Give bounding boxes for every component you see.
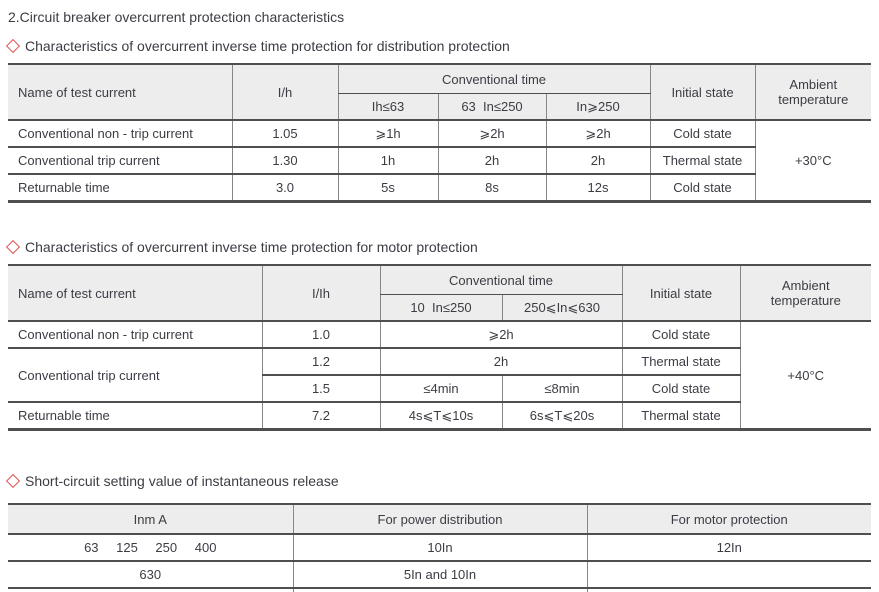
table-row: Conventional non - trip current 1.05 ⩾1h… xyxy=(8,120,872,203)
cell-motor-protection-setting xyxy=(586,588,871,592)
table-row: 800 10In xyxy=(8,588,871,592)
cell-time: 1h xyxy=(337,147,438,175)
col-header-initial-state: Initial state xyxy=(649,64,756,121)
col-header-test-current: Name of test current xyxy=(8,265,262,322)
table-subheader-row: 10 In≤250 250⩽In⩽630 xyxy=(8,294,871,322)
cell-motor-protection-setting xyxy=(586,561,871,589)
section-heading-label: Characteristics of overcurrent inverse t… xyxy=(25,239,478,255)
short-circuit-table: Inm A For power distribution For motor p… xyxy=(8,503,871,592)
cell-initial-state: Cold state xyxy=(649,174,756,203)
table-row: Conventional non - trip current 1.0 ⩾2h … xyxy=(8,321,871,431)
col-header-conventional-time: Conventional time xyxy=(379,265,622,295)
section-heading-distribution: Characteristics of overcurrent inverse t… xyxy=(5,38,871,54)
col-header-inm: Inm A xyxy=(8,504,293,535)
col-header-motor-protection: For motor protection xyxy=(586,504,871,535)
cell-time: 8s xyxy=(437,174,546,203)
cell-test-name: Conventional trip current xyxy=(8,348,262,403)
cell-initial-state: Thermal state xyxy=(649,147,756,175)
cell-ratio: 1.2 xyxy=(261,348,380,376)
cell-inm-values: 800 xyxy=(8,588,293,592)
table-header-row: Name of test current I/h Conventional ti… xyxy=(8,64,872,121)
table-header-row: Inm A For power distribution For motor p… xyxy=(8,504,871,535)
col-header-ratio: I/h xyxy=(231,64,338,121)
cell-time: 2h xyxy=(545,147,651,175)
cell-ambient-temperature: +30°C xyxy=(754,120,872,203)
col-header-conventional-time: Conventional time xyxy=(337,64,651,94)
cell-initial-state: Cold state xyxy=(649,120,756,148)
section-heading-label: Short-circuit setting value of instantan… xyxy=(25,473,339,489)
section-heading-label: Characteristics of overcurrent inverse t… xyxy=(25,38,510,54)
table-row: Returnable time 3.0 5s 8s 12s Cold state xyxy=(8,174,871,203)
col-header-ambient-temperature: Ambient temperature xyxy=(739,265,871,322)
cell-time: ⩾2h xyxy=(545,120,651,148)
cell-ratio: 3.0 xyxy=(231,174,338,203)
cell-motor-protection-setting: 12In xyxy=(586,534,871,562)
cell-inm-values: 630 xyxy=(8,561,293,589)
cell-ratio: 1.30 xyxy=(231,147,338,175)
diamond-outline-icon xyxy=(5,239,21,255)
col-header-ambient-temperature: Ambient temperature xyxy=(754,64,872,121)
cell-test-name: Conventional non - trip current xyxy=(8,120,232,148)
cell-power-distribution-setting: 10In xyxy=(292,534,587,562)
cell-ambient-temperature: +40°C xyxy=(739,321,871,431)
cell-ratio: 1.5 xyxy=(261,375,380,403)
cell-initial-state: Thermal state xyxy=(621,348,740,376)
motor-table: Name of test current I/Ih Conventional t… xyxy=(8,264,871,431)
cell-test-name: Conventional non - trip current xyxy=(8,321,262,349)
cell-test-name: Conventional trip current xyxy=(8,147,232,175)
table-row: 630 5In and 10In xyxy=(8,561,871,589)
cell-test-name: Returnable time xyxy=(8,174,232,203)
cell-ratio: 7.2 xyxy=(261,402,380,431)
diamond-outline-icon xyxy=(5,38,21,54)
table-row: Conventional trip current 1.30 1h 2h 2h … xyxy=(8,147,871,175)
cell-time: 2h xyxy=(379,348,622,376)
col-header-test-current: Name of test current xyxy=(8,64,232,121)
cell-power-distribution-setting: 10In xyxy=(292,588,587,592)
cell-initial-state: Thermal state xyxy=(621,402,740,431)
col-header-initial-state: Initial state xyxy=(621,265,740,322)
cell-test-name: Returnable time xyxy=(8,402,262,431)
col-header-ratio: I/Ih xyxy=(261,265,380,322)
cell-time: 6s⩽T⩽20s xyxy=(501,402,622,431)
col-subheader-range-2: 250⩽In⩽630 xyxy=(501,294,622,322)
table-header-row: Name of test current I/Ih Conventional t… xyxy=(8,265,871,322)
cell-time: ⩾2h xyxy=(437,120,546,148)
cell-time: 2h xyxy=(437,147,546,175)
cell-time: ≤4min xyxy=(379,375,502,403)
cell-ratio: 1.05 xyxy=(231,120,338,148)
section-heading-motor: Characteristics of overcurrent inverse t… xyxy=(5,239,871,255)
page-title: 2.Circuit breaker overcurrent protection… xyxy=(8,9,345,25)
cell-time: 5s xyxy=(337,174,438,203)
table-row: Conventional trip current 1.2 2h Thermal… xyxy=(8,348,871,403)
cell-initial-state: Cold state xyxy=(621,375,740,403)
cell-time: ⩾1h xyxy=(337,120,438,148)
col-subheader-range-1: 10 In≤250 xyxy=(379,294,502,322)
cell-time: ≤8min xyxy=(501,375,622,403)
table-subheader-row: Ih≤63 63 In≤250 In⩾250 xyxy=(8,93,871,121)
diamond-outline-icon xyxy=(5,473,21,489)
cell-initial-state: Cold state xyxy=(621,321,740,349)
cell-time: 12s xyxy=(545,174,651,203)
col-subheader-range-3: In⩾250 xyxy=(545,93,651,121)
cell-ratio: 1.0 xyxy=(261,321,380,349)
section-heading-short-circuit: Short-circuit setting value of instantan… xyxy=(5,473,871,489)
cell-inm-values: 63 125 250 400 xyxy=(8,534,293,562)
table-row: 63 125 250 400 10In 12In xyxy=(8,534,871,562)
cell-power-distribution-setting: 5In and 10In xyxy=(292,561,587,589)
cell-time: ⩾2h xyxy=(379,321,622,349)
col-header-power-distribution: For power distribution xyxy=(292,504,587,535)
distribution-table: Name of test current I/h Conventional ti… xyxy=(8,63,872,203)
table-row: 1.5 ≤4min ≤8min Cold state xyxy=(8,375,871,403)
col-subheader-range-1: Ih≤63 xyxy=(337,93,438,121)
cell-time: 4s⩽T⩽10s xyxy=(379,402,502,431)
col-subheader-range-2: 63 In≤250 xyxy=(437,93,546,121)
table-row: Returnable time 7.2 4s⩽T⩽10s 6s⩽T⩽20s Th… xyxy=(8,402,871,431)
